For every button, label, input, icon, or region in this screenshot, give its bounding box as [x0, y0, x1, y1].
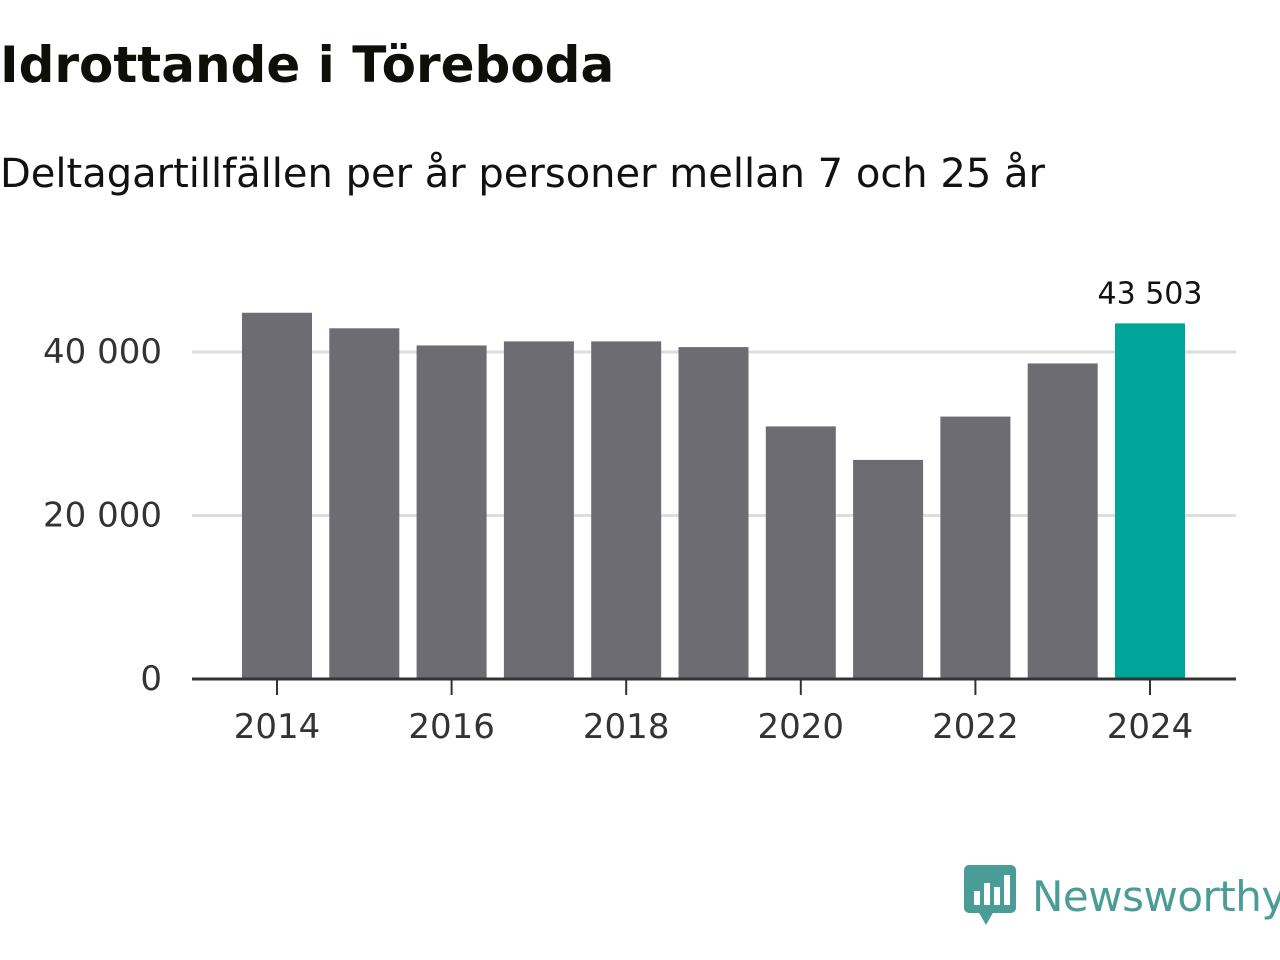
y-tick-label: 40 000: [43, 332, 162, 372]
bars: [242, 312, 1185, 679]
bar-2016: [416, 345, 487, 679]
axes: [192, 677, 1236, 695]
newsworthy-brand: Newsworthy: [964, 864, 1280, 928]
bar-value-label: 43 503: [1098, 276, 1203, 311]
chart-title: Idrottande i Töreboda: [0, 36, 615, 94]
y-tick-label: 0: [140, 659, 162, 699]
bar-2024: [1115, 323, 1185, 679]
bar-2021: [853, 459, 924, 679]
x-tick-label: 2020: [758, 707, 845, 747]
bar-2014: [242, 312, 312, 679]
x-tick-label: 2014: [234, 707, 321, 747]
chart-subtitle: Deltagartillfällen per år personer mella…: [0, 151, 1045, 197]
bar-2023: [1027, 363, 1098, 679]
x-tick-label: 2024: [1107, 707, 1194, 747]
labels: 0 20 000 40 000 43 503 2014 2016 2018 2020 2022 2…: [43, 276, 1202, 747]
bar-2017: [503, 341, 574, 679]
brand-name: Newsworthy: [1032, 871, 1280, 921]
x-tick-label: 2016: [408, 707, 495, 747]
bar-2019: [678, 347, 749, 679]
bar-2015: [329, 328, 400, 679]
x-tick-label: 2018: [583, 707, 670, 747]
bar-2020: [765, 426, 836, 679]
bar-chart-speech-bubble-icon: [964, 865, 1016, 925]
x-tick-label: 2022: [932, 707, 1019, 747]
bar-2018: [591, 341, 662, 679]
y-tick-label: 20 000: [43, 496, 162, 536]
bar-2022: [940, 416, 1011, 679]
